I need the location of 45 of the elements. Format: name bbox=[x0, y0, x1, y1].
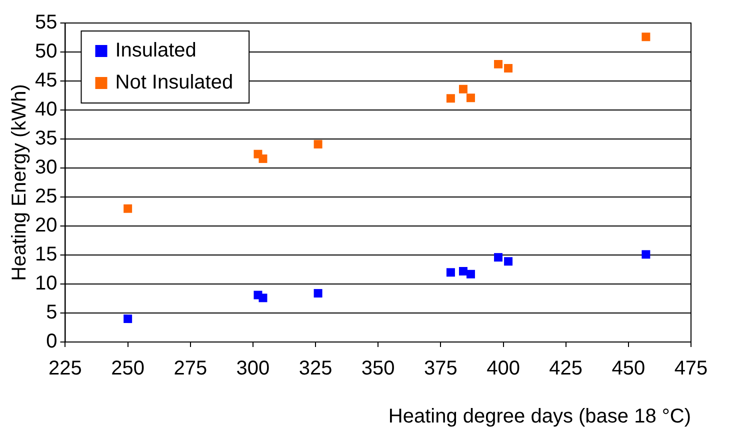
point bbox=[642, 32, 650, 42]
point bbox=[466, 94, 475, 102]
x-tick-label: 225 bbox=[48, 358, 82, 380]
y-tick-label: 10 bbox=[34, 272, 58, 295]
y-tick-label: 30 bbox=[34, 156, 58, 179]
point bbox=[124, 314, 132, 324]
y-tick-label: 40 bbox=[34, 98, 58, 121]
y-axis-title: Heating Energy (kWh) bbox=[8, 84, 31, 281]
point bbox=[314, 289, 322, 298]
point bbox=[494, 253, 503, 262]
legend-label: Insulated bbox=[115, 40, 196, 62]
y-tick-label: 55 bbox=[34, 12, 58, 34]
point bbox=[466, 270, 475, 278]
y-tick-label: 45 bbox=[34, 70, 58, 92]
x-tick-label: 325 bbox=[298, 358, 332, 380]
y-tick-label: 15 bbox=[34, 244, 58, 266]
x-axis-title: Heating degree days (base 18 °C) bbox=[388, 406, 691, 428]
point bbox=[314, 140, 322, 148]
x-tick-label: 425 bbox=[549, 358, 583, 380]
x-tick-label: 300 bbox=[236, 358, 270, 380]
y-tick-label: 0 bbox=[46, 330, 58, 353]
x-tick-label: 350 bbox=[361, 358, 395, 380]
y-tick-label: 50 bbox=[34, 40, 58, 63]
x-tick-label: 400 bbox=[486, 358, 520, 380]
point bbox=[494, 60, 503, 68]
point bbox=[458, 84, 468, 94]
point bbox=[458, 267, 468, 276]
point bbox=[446, 94, 455, 103]
y-tick-label: 25 bbox=[34, 186, 58, 208]
point bbox=[642, 250, 650, 259]
point bbox=[258, 154, 268, 163]
x-tick-label: 475 bbox=[674, 358, 708, 380]
point bbox=[124, 204, 132, 213]
y-tick-label: 20 bbox=[34, 214, 58, 237]
x-tick-label: 275 bbox=[174, 358, 208, 380]
x-tick-label: 450 bbox=[612, 358, 646, 380]
x-tick-label: 375 bbox=[424, 358, 458, 380]
legend-label: Not Insulated bbox=[115, 72, 234, 94]
point bbox=[504, 64, 513, 72]
y-tick-label: 5 bbox=[46, 302, 58, 324]
x-tick-label: 250 bbox=[111, 358, 145, 380]
point bbox=[446, 268, 455, 277]
point bbox=[258, 294, 268, 302]
y-tick-label: 35 bbox=[34, 128, 58, 150]
point bbox=[504, 257, 513, 266]
